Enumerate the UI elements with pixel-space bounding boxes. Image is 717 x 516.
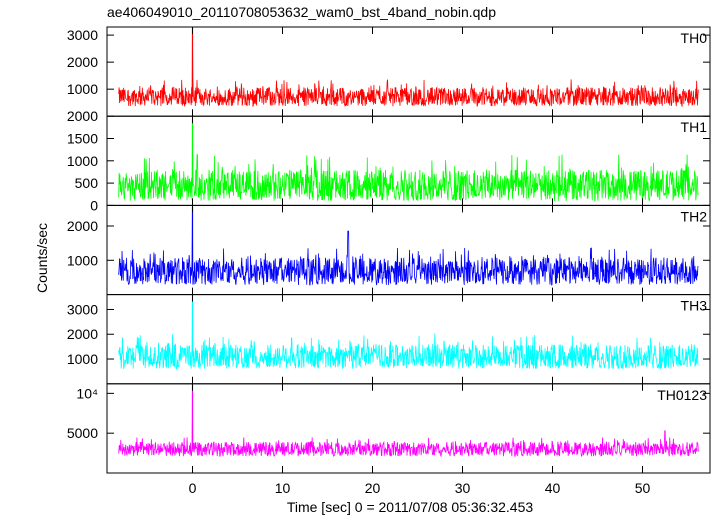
panel-label-th0123: TH0123 [657, 387, 707, 403]
x-tick-label: 40 [545, 480, 561, 496]
y-tick-label: 1000 [67, 252, 98, 268]
series-line-th0123 [118, 384, 699, 458]
y-tick-label: 10⁴ [76, 385, 98, 401]
y-tick-label: 500 [75, 175, 99, 191]
panels-group: 1000 2000 3000 TH0 0 500 1000 1500 2000 TH1 1000 20… [67, 26, 711, 474]
y-tick-label: 3000 [67, 301, 98, 317]
x-axis: 0 10 20 30 40 50 [189, 480, 651, 496]
x-tick-label: 10 [275, 480, 291, 496]
y-tick-label: 1500 [67, 131, 98, 147]
x-axis-label: Time [sec] 0 = 2011/07/08 05:36:32.453 [287, 499, 534, 515]
y-tick-label: 2000 [67, 54, 98, 70]
y-tick-label: 1000 [67, 351, 98, 367]
panel-label-th1: TH1 [681, 119, 708, 135]
series-line-th1 [118, 117, 699, 202]
x-tick-label: 0 [189, 480, 197, 496]
panel-label-th0: TH0 [681, 30, 708, 46]
y-tick-label: 2000 [67, 326, 98, 342]
panel-th3: 1000 2000 3000 TH3 [67, 294, 711, 385]
panel-th2: 1000 2000 TH2 [67, 204, 711, 296]
panel-label-th3: TH3 [681, 298, 708, 314]
y-tick-label: 3000 [67, 27, 98, 43]
y-tick-label: 1000 [67, 81, 98, 97]
panel-th0123: 5000 10⁴ TH0123 [67, 383, 711, 474]
y-tick-label: 1000 [67, 153, 98, 169]
series-line-th2 [118, 206, 699, 286]
panel-th1: 0 500 1000 1500 2000 TH1 [67, 108, 711, 213]
x-tick-label: 50 [635, 480, 651, 496]
y-axis-label: Counts/sec [34, 223, 50, 293]
panel-frame [106, 383, 711, 474]
x-tick-label: 30 [455, 480, 471, 496]
chart-title: ae406049010_20110708053632_wam0_bst_4ban… [107, 4, 496, 20]
y-tick-label: 0 [90, 197, 98, 213]
x-tick-label: 20 [365, 480, 381, 496]
series-line-th3 [118, 295, 699, 370]
panel-frame [106, 294, 711, 385]
panel-label-th2: TH2 [681, 208, 708, 224]
y-tick-label: 2000 [67, 218, 98, 234]
y-tick-label: 5000 [67, 425, 98, 441]
series-line-th0 [118, 27, 699, 108]
panel-th0: 1000 2000 3000 TH0 [67, 26, 711, 117]
y-tick-label: 2000 [67, 108, 98, 124]
